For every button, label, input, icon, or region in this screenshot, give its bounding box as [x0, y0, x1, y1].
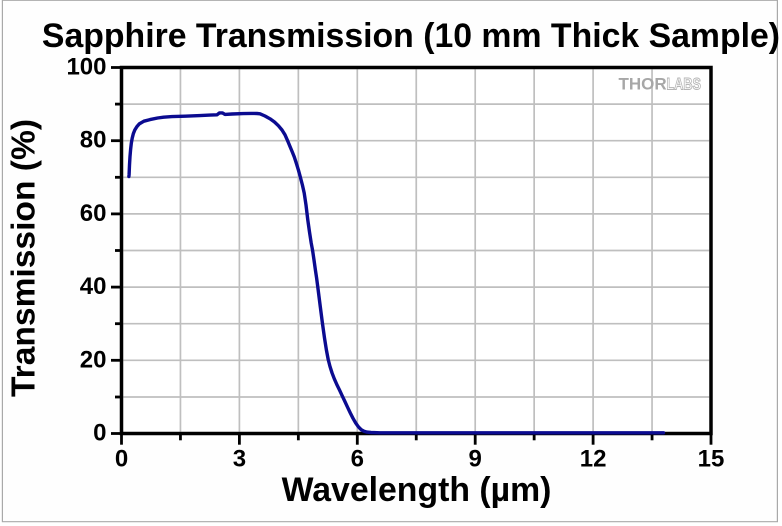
svg-text:15: 15: [698, 446, 725, 473]
svg-text:Transmission (%): Transmission (%): [6, 119, 43, 397]
svg-text:100: 100: [66, 54, 106, 81]
svg-text:80: 80: [80, 127, 107, 154]
svg-text:THOR: THOR: [619, 74, 667, 93]
svg-text:3: 3: [233, 446, 246, 473]
svg-text:0: 0: [115, 446, 128, 473]
svg-text:LABS: LABS: [667, 74, 702, 93]
svg-text:Sapphire Transmission (10 mm T: Sapphire Transmission (10 mm Thick Sampl…: [42, 17, 780, 55]
svg-text:6: 6: [351, 446, 364, 473]
svg-text:20: 20: [80, 346, 107, 373]
svg-text:9: 9: [469, 446, 482, 473]
svg-text:60: 60: [80, 200, 107, 227]
svg-text:0: 0: [93, 420, 106, 447]
svg-text:Wavelength (µm): Wavelength (µm): [282, 471, 552, 509]
svg-text:12: 12: [580, 446, 607, 473]
svg-text:40: 40: [80, 273, 107, 300]
